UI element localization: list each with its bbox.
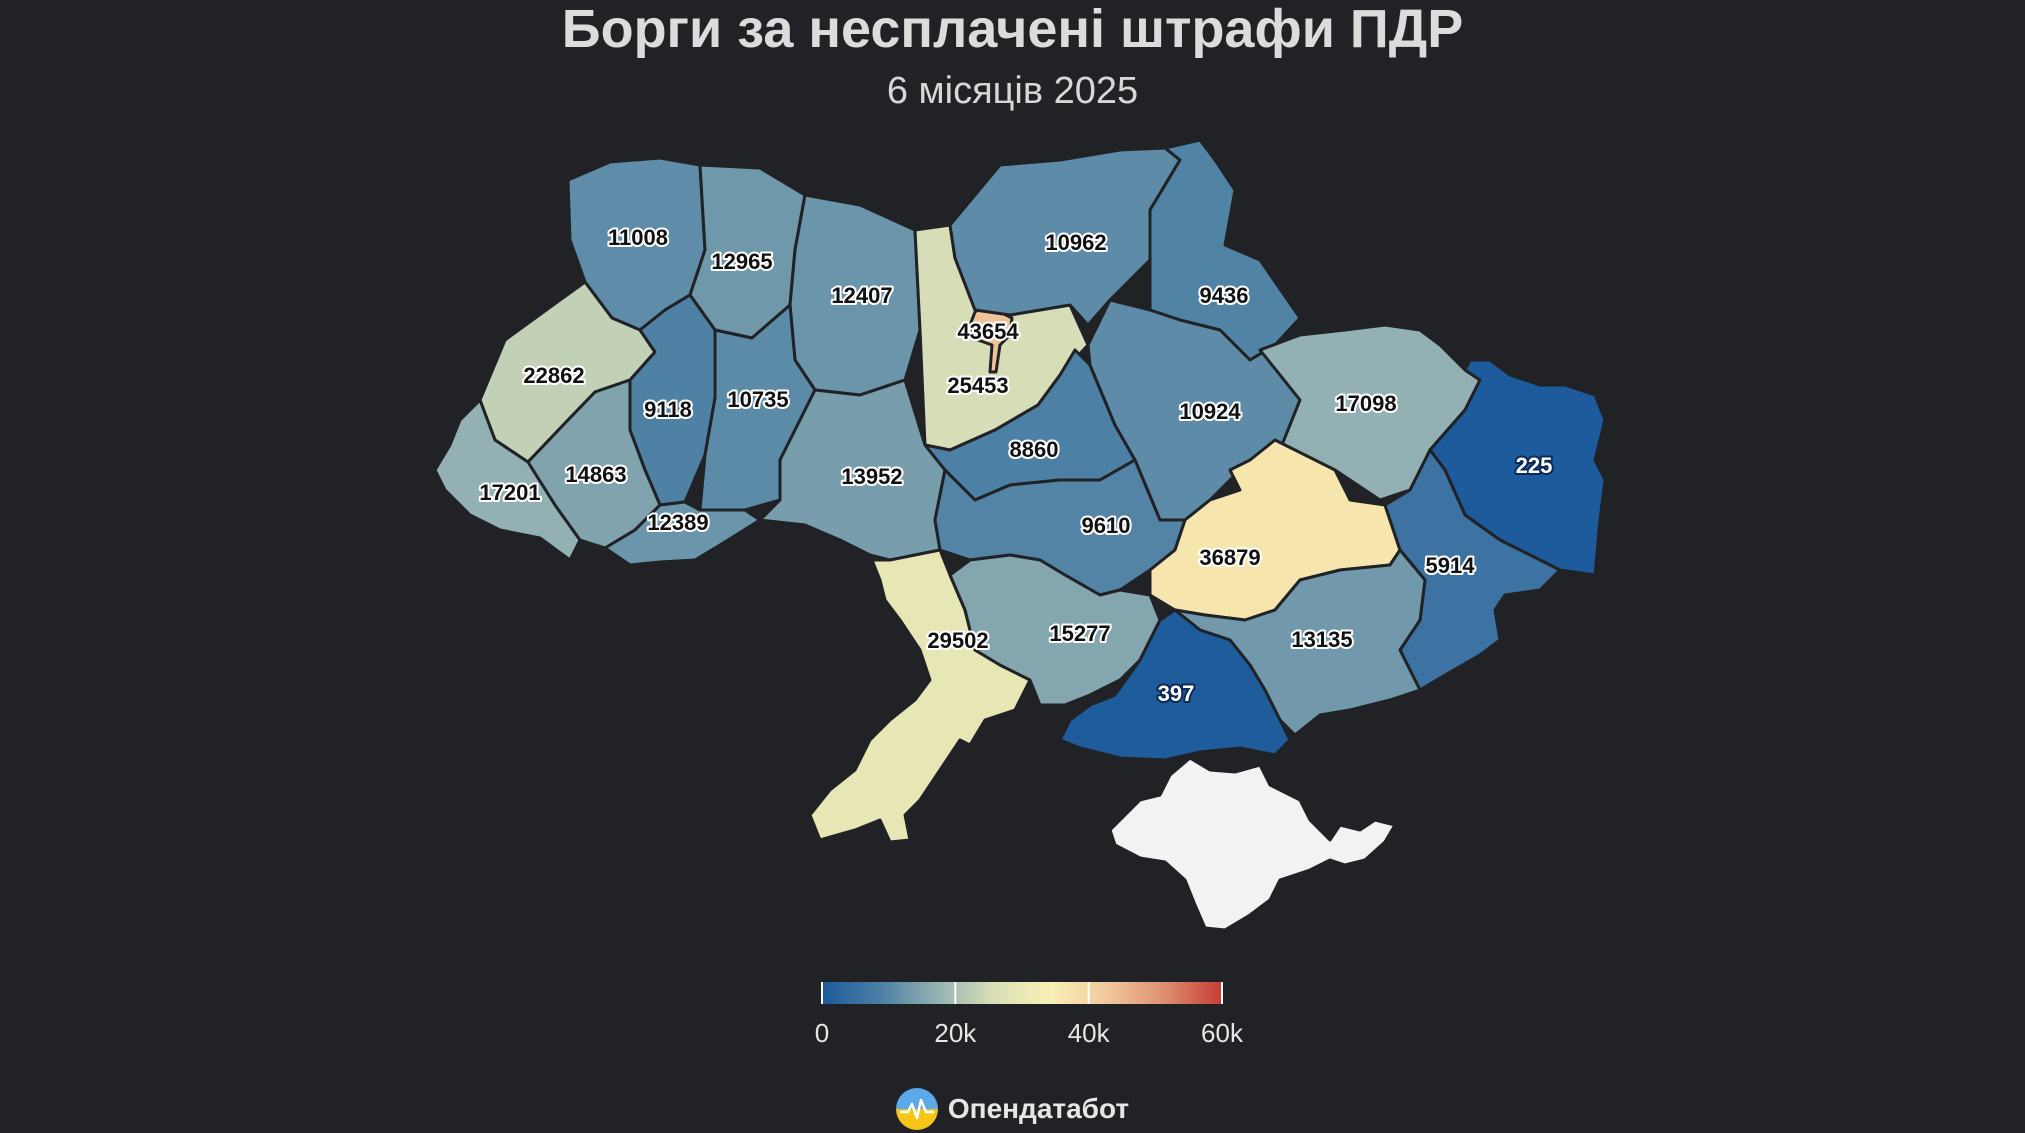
region-value-label: 11008 — [608, 225, 668, 250]
color-scale-bar — [822, 982, 1222, 1004]
region-kherson[interactable] — [1058, 608, 1292, 762]
region-value-label: 12407 — [831, 283, 892, 308]
region-value-label: 22862 — [523, 363, 584, 388]
region-value-label: 12389 — [647, 510, 708, 535]
opendatabot-logo-icon — [895, 1088, 938, 1130]
region-value-label: 13135 — [1291, 627, 1352, 652]
region-value-label: 10735 — [727, 387, 788, 412]
region-value-label: 36879 — [1199, 545, 1260, 570]
region-value-label: 9610 — [1082, 513, 1131, 538]
region-chernivtsi[interactable] — [603, 500, 762, 567]
region-value-label: 29502 — [927, 628, 988, 653]
color-scale-tick-label: 60k — [1201, 1018, 1243, 1048]
region-value-label: 10924 — [1179, 399, 1241, 424]
region-value-label: 25453 — [947, 373, 1008, 398]
region-value-label: 10962 — [1045, 230, 1106, 255]
region-value-label: 9118 — [644, 397, 692, 422]
region-ivano-frankivsk[interactable] — [526, 378, 662, 550]
region-mykolaiv[interactable] — [948, 553, 1162, 707]
color-scale-tick-label: 20k — [934, 1018, 977, 1048]
region-value-label: 9436 — [1200, 283, 1249, 308]
brand-name: Опендатабот — [947, 1093, 1130, 1124]
region-value-label: 17201 — [479, 480, 540, 505]
region-zakarpattia[interactable] — [433, 398, 582, 562]
region-value-label: 43654 — [957, 319, 1019, 344]
map-title: Борги за несплачені штрафи ПДР — [561, 0, 1464, 59]
brand: Опендатабот — [0, 1088, 2025, 1130]
color-scale-tick-label: 40k — [1067, 1018, 1110, 1048]
region-crimea[interactable] — [1108, 756, 1397, 932]
region-value-label: 14863 — [565, 462, 626, 487]
region-value-label: 8860 — [1010, 437, 1059, 462]
region-value-label: 15277 — [1049, 621, 1110, 646]
region-value-label: 397 — [1158, 681, 1195, 706]
region-value-label: 13952 — [841, 464, 902, 489]
map-subtitle: 6 місяців 2025 — [886, 70, 1139, 112]
color-scale-legend — [821, 982, 1223, 1004]
region-value-label: 17098 — [1335, 391, 1396, 416]
region-value-label: 5914 — [1426, 553, 1476, 578]
color-scale-tick-label: 0 — [814, 1018, 830, 1048]
region-value-label: 12965 — [711, 249, 772, 274]
region-value-label: 225 — [1516, 453, 1553, 478]
